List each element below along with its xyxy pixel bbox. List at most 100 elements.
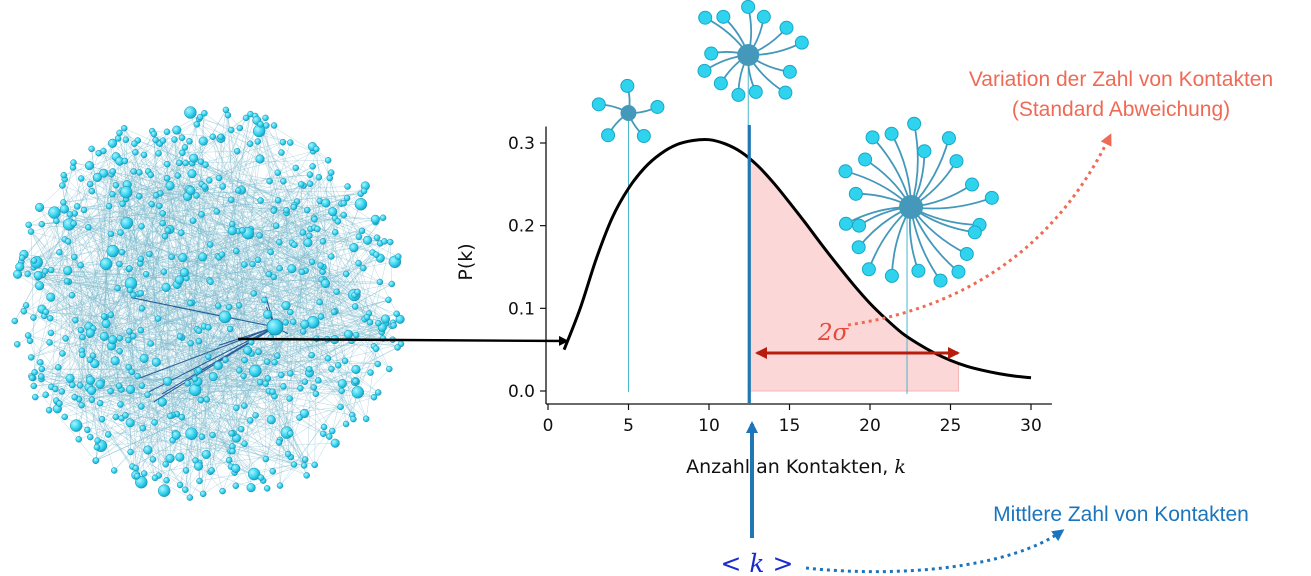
network-node	[355, 259, 362, 267]
network-node	[70, 220, 77, 227]
network-node	[126, 286, 134, 294]
y-tick-label: 0.2	[508, 217, 535, 237]
network-node	[341, 357, 349, 365]
network-node	[63, 278, 71, 285]
network-node	[160, 268, 168, 275]
network-node	[296, 414, 303, 421]
network-node	[278, 371, 285, 379]
network-node	[86, 356, 94, 364]
network-node	[69, 419, 83, 432]
network-node	[262, 455, 270, 463]
network-node	[242, 114, 250, 122]
star-leaf	[984, 190, 999, 205]
mean-annotation-text: Mittlere Zahl von Kontakten	[993, 503, 1249, 526]
network-node	[87, 433, 94, 441]
network-node	[152, 192, 160, 199]
network-node	[254, 138, 262, 145]
network-node	[250, 290, 258, 297]
network-node	[257, 197, 264, 204]
network-node	[213, 361, 223, 371]
network-node	[201, 109, 208, 117]
star-leaf	[794, 35, 809, 50]
network-node	[232, 482, 240, 490]
network-node	[104, 431, 112, 438]
network-node	[193, 461, 204, 471]
network-node	[150, 130, 158, 138]
network-node	[85, 224, 92, 231]
network-node	[185, 427, 198, 440]
network-node	[146, 250, 153, 258]
network-node	[168, 253, 175, 261]
network-node	[88, 145, 95, 153]
network-node	[137, 255, 145, 263]
network-node	[86, 375, 96, 385]
network-node	[140, 470, 148, 477]
network-node	[119, 186, 133, 199]
network-node	[187, 299, 194, 307]
y-tick-label: 0.3	[508, 134, 535, 154]
x-tick-label: 5	[623, 416, 634, 436]
network-node	[68, 291, 76, 299]
network-node	[120, 216, 134, 230]
y-axis-label: P(k)	[455, 243, 477, 280]
network-node	[235, 302, 243, 309]
network-node	[121, 157, 129, 165]
network-node	[195, 337, 203, 345]
network-node	[256, 378, 264, 386]
network-node	[163, 376, 173, 386]
network-node	[270, 273, 278, 281]
network-node	[215, 174, 223, 182]
network-node	[281, 301, 291, 311]
network-node	[327, 169, 335, 176]
network-node	[306, 315, 320, 329]
network-node	[380, 314, 391, 324]
network-node	[349, 243, 359, 253]
network-node	[107, 138, 118, 148]
network-node	[24, 270, 31, 278]
network-node	[352, 377, 359, 385]
network-node	[42, 308, 50, 316]
network-node	[381, 238, 388, 245]
network-node	[79, 333, 86, 341]
network-node	[246, 483, 256, 493]
network-node	[282, 319, 289, 326]
network-node	[388, 280, 396, 288]
network-node	[151, 419, 158, 426]
network-node	[47, 266, 55, 274]
network-node	[283, 206, 290, 214]
network-node	[299, 328, 307, 335]
network-node	[174, 275, 184, 285]
network-node	[375, 319, 382, 327]
network-node	[196, 113, 204, 121]
network-node	[209, 133, 217, 141]
network-node	[98, 416, 106, 423]
network-node	[176, 159, 183, 167]
network-node	[156, 202, 163, 210]
network-node	[167, 412, 174, 420]
network-node	[370, 214, 380, 224]
network-node	[88, 396, 96, 403]
network-node	[284, 450, 292, 458]
mean-annotation-arrow	[805, 529, 1065, 574]
network-node	[317, 313, 325, 320]
network-node	[271, 358, 278, 366]
network-node	[78, 401, 85, 409]
network-node	[344, 183, 351, 190]
network-node	[320, 423, 328, 431]
network-node	[235, 187, 242, 194]
network-node	[270, 122, 278, 129]
network-node	[165, 453, 175, 463]
network-node	[18, 254, 26, 262]
network-node	[38, 220, 46, 228]
network-node	[306, 180, 314, 188]
network-node	[287, 308, 294, 316]
network-node	[366, 319, 374, 326]
star-hub	[620, 105, 637, 121]
network-node	[114, 135, 122, 142]
network-node	[15, 262, 25, 272]
network-node	[395, 253, 402, 260]
x-tick-label: 25	[940, 416, 962, 436]
network-node	[157, 397, 167, 407]
network-node	[300, 462, 308, 469]
network-node	[326, 433, 333, 440]
